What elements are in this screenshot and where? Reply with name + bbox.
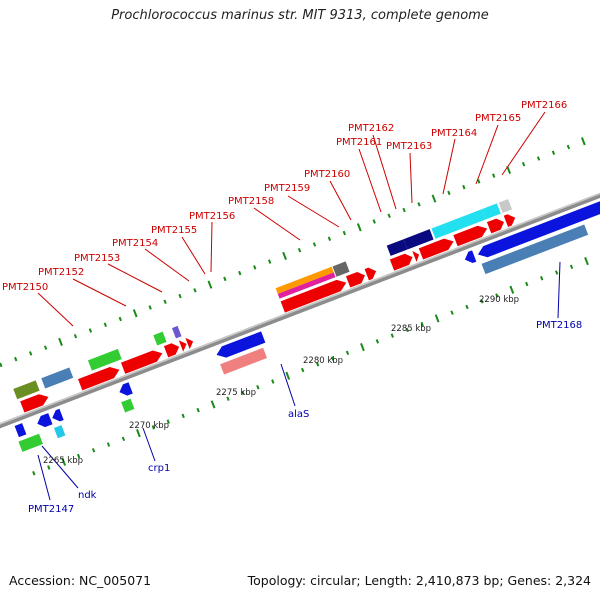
scale-label: 2265 kbp bbox=[43, 456, 83, 466]
gene-label: PMT2165 bbox=[475, 113, 521, 124]
gene-box bbox=[87, 348, 122, 371]
forward-genes-middle bbox=[13, 199, 513, 400]
gene-box bbox=[275, 266, 334, 294]
gene-label: PMT2150 bbox=[2, 282, 48, 293]
gene-arrow bbox=[52, 408, 64, 422]
genome-title: Prochlorococcus marinus str. MIT 9313, c… bbox=[111, 8, 489, 23]
gene-box bbox=[53, 425, 66, 439]
gene-label: PMT2153 bbox=[74, 253, 120, 264]
gene-box bbox=[277, 272, 336, 299]
gene-box bbox=[41, 367, 74, 389]
gene-box bbox=[498, 199, 513, 213]
scale-ticks-top bbox=[0, 137, 586, 368]
gene-box bbox=[18, 433, 43, 452]
gene-label: alaS bbox=[288, 409, 309, 420]
gene-box bbox=[171, 325, 182, 339]
gene-box bbox=[220, 347, 268, 375]
gene-arrow bbox=[78, 366, 120, 391]
gene-arrow bbox=[120, 350, 163, 374]
gene-label: PMT2164 bbox=[431, 128, 477, 139]
gene-arrow bbox=[412, 250, 420, 263]
gene-box bbox=[121, 398, 135, 413]
scale-label: 2270 kbp bbox=[129, 421, 169, 431]
gene-label: PMT2163 bbox=[386, 141, 432, 152]
gene-arrow bbox=[418, 238, 454, 260]
gene-label: PMT2152 bbox=[38, 267, 84, 278]
gene-arrow bbox=[216, 331, 266, 358]
gene-arrow bbox=[503, 214, 516, 227]
scale-label: 2280 kbp bbox=[303, 356, 343, 366]
scale-ticks-bottom bbox=[32, 253, 600, 476]
scale-label: 2290 kbp bbox=[479, 295, 519, 305]
scale-labels: 2265 kbp 2270 kbp 2275 kbp 2280 kbp 2285… bbox=[43, 295, 519, 466]
gene-arrow bbox=[14, 423, 27, 438]
gene-arrow bbox=[453, 225, 488, 247]
gene-label: PMT2155 bbox=[151, 225, 197, 236]
gene-label: PMT2158 bbox=[228, 196, 274, 207]
gene-arrow bbox=[119, 382, 133, 396]
scale-label: 2275 kbp bbox=[216, 388, 256, 398]
gene-label: PMT2162 bbox=[348, 123, 394, 134]
gene-arrow bbox=[178, 340, 187, 352]
gene-labels-bottom: PMT2147 ndk crp1 alaS PMT2168 bbox=[28, 320, 582, 515]
leader-lines-bottom bbox=[37, 261, 561, 501]
gene-label: PMT2168 bbox=[536, 320, 582, 331]
gene-label: PMT2147 bbox=[28, 504, 74, 515]
gene-arrow bbox=[37, 413, 53, 428]
gene-arrow bbox=[163, 343, 180, 358]
gene-box bbox=[431, 209, 486, 239]
gene-box bbox=[153, 331, 167, 346]
gene-label: ndk bbox=[78, 490, 97, 501]
topology-text: Topology: circular; Length: 2,410,873 bp… bbox=[247, 573, 591, 588]
gene-arrow bbox=[464, 250, 477, 264]
gene-arrow bbox=[389, 253, 413, 271]
gene-arrow bbox=[185, 337, 194, 350]
gene-label: PMT2159 bbox=[264, 183, 310, 194]
gene-arrow bbox=[20, 394, 49, 413]
gene-arrow bbox=[477, 200, 600, 258]
forward-genes-inner bbox=[20, 214, 516, 413]
gene-arrow bbox=[280, 279, 347, 313]
gene-labels-top: PMT2150 PMT2152 PMT2153 PMT2154 PMT2155 … bbox=[2, 100, 567, 293]
accession-text: Accession: NC_005071 bbox=[9, 573, 152, 588]
gene-box bbox=[481, 224, 589, 275]
gene-label: PMT2154 bbox=[112, 238, 158, 249]
gene-box bbox=[13, 380, 40, 400]
genome-backbone-highlight bbox=[0, 179, 600, 439]
gene-label: crp1 bbox=[148, 463, 170, 474]
gene-box bbox=[403, 229, 434, 250]
scale-label: 2285 kbp bbox=[391, 324, 431, 334]
gene-label: PMT2166 bbox=[521, 100, 567, 111]
gene-arrow bbox=[364, 267, 377, 281]
gene-box bbox=[481, 203, 501, 220]
reverse-genes bbox=[14, 200, 600, 452]
leader-lines-top bbox=[37, 111, 546, 327]
gene-label: PMT2156 bbox=[189, 211, 235, 222]
gene-label: PMT2160 bbox=[304, 169, 350, 180]
gene-arrow bbox=[486, 218, 505, 234]
gene-label: PMT2161 bbox=[336, 137, 382, 148]
gene-arrow bbox=[345, 271, 365, 288]
gene-box bbox=[386, 239, 408, 256]
gene-box bbox=[332, 261, 350, 277]
